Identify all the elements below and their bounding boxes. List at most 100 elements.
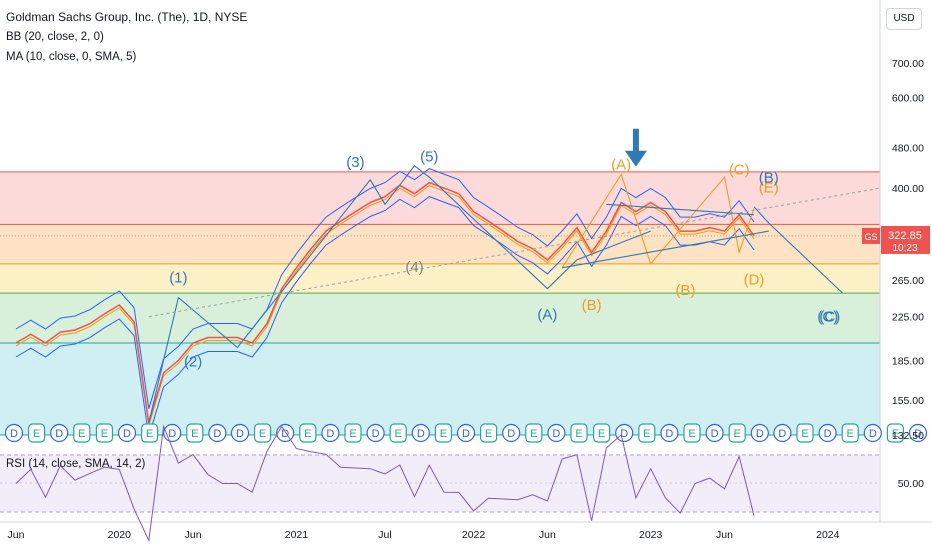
svg-text:E: E xyxy=(440,428,447,440)
marker-D-27[interactable]: D xyxy=(615,423,634,443)
marker-E-11[interactable]: E xyxy=(254,423,272,443)
marker-D-12[interactable]: D xyxy=(276,423,295,443)
symbol-tag-label: GS xyxy=(864,232,877,242)
svg-text:E: E xyxy=(259,428,266,440)
currency-button[interactable]: USD xyxy=(886,8,922,30)
marker-E-35[interactable]: E xyxy=(796,423,814,443)
svg-text:E: E xyxy=(101,428,108,440)
marker-D-2[interactable]: D xyxy=(50,423,69,443)
elliott-wave-lines xyxy=(148,128,881,423)
marker-D-14[interactable]: D xyxy=(321,423,340,443)
marker-D-9[interactable]: D xyxy=(208,423,227,443)
marker-D-22[interactable]: D xyxy=(502,423,521,443)
marker-E-19[interactable]: E xyxy=(434,423,452,443)
marker-E-37[interactable]: E xyxy=(841,423,859,443)
svg-text:D: D xyxy=(665,428,673,440)
y-tick-label-4: 265.00 xyxy=(892,275,924,287)
x-tick-label-7: 2023 xyxy=(639,529,663,541)
svg-text:E: E xyxy=(349,428,356,440)
marker-D-34[interactable]: D xyxy=(773,423,792,443)
svg-text:E: E xyxy=(575,428,582,440)
marker-E-8[interactable]: E xyxy=(186,423,204,443)
marker-D-29[interactable]: D xyxy=(660,423,679,443)
marker-D-31[interactable]: D xyxy=(705,423,724,443)
svg-text:D: D xyxy=(168,428,176,440)
orange-wave xyxy=(561,173,755,269)
bar-countdown-label: 10:23 xyxy=(892,243,917,254)
zone-3 xyxy=(0,293,880,343)
rsi-indicator-legend[interactable]: RSI (14, close, SMA, 14, 2) xyxy=(6,458,146,470)
y-tick-label-5: 225.00 xyxy=(892,312,924,324)
svg-text:E: E xyxy=(688,428,695,440)
svg-text:E: E xyxy=(78,428,85,440)
down-arrow-icon xyxy=(624,128,647,167)
rsi-pane[interactable] xyxy=(0,424,880,543)
x-tick-label-1: 2020 xyxy=(108,529,132,541)
svg-text:D: D xyxy=(711,428,719,440)
marker-E-15[interactable]: E xyxy=(344,423,362,443)
marker-D-5[interactable]: D xyxy=(117,423,137,443)
wave-label-11: (D) xyxy=(744,271,765,288)
wave-label-10: (C) xyxy=(729,162,750,179)
marker-E-4[interactable]: E xyxy=(95,423,114,443)
y-tick-label-3: 400.00 xyxy=(892,183,924,195)
svg-text:E: E xyxy=(146,428,153,440)
marker-D-18[interactable]: D xyxy=(411,423,430,443)
y-tick-label-7: 155.00 xyxy=(892,395,924,407)
x-tick-label-3: 2021 xyxy=(285,529,309,541)
marker-D-0[interactable]: D xyxy=(4,423,24,443)
marker-D-36[interactable]: D xyxy=(818,423,837,443)
marker-D-10[interactable]: D xyxy=(230,423,250,443)
marker-D-24[interactable]: D xyxy=(547,423,566,443)
marker-D-33[interactable]: D xyxy=(750,423,769,443)
svg-text:D: D xyxy=(10,428,18,440)
marker-E-26[interactable]: E xyxy=(592,423,611,443)
marker-E-23[interactable]: E xyxy=(525,423,543,443)
triangle-lower xyxy=(562,230,769,269)
marker-E-1[interactable]: E xyxy=(28,423,46,443)
y-tick-label-9: 50.00 xyxy=(898,478,924,490)
corrective-wave xyxy=(428,176,651,290)
svg-text:D: D xyxy=(55,428,63,440)
bb-indicator-legend[interactable]: BB (20, close, 2, 0) xyxy=(6,31,104,43)
svg-text:D: D xyxy=(869,428,877,440)
svg-text:D: D xyxy=(326,428,334,440)
price-axis[interactable]: 700.00 600.00 480.00 400.00 265.00 225.00 185.… xyxy=(892,58,924,490)
svg-text:E: E xyxy=(734,428,741,440)
svg-text:E: E xyxy=(395,428,402,440)
wave-label-7: (C) xyxy=(817,309,838,326)
marker-E-32[interactable]: E xyxy=(728,423,746,443)
bb-upper-line xyxy=(15,168,755,409)
marker-E-21[interactable]: E xyxy=(480,423,498,443)
svg-text:D: D xyxy=(507,428,515,440)
wave-label-5: (A) xyxy=(537,307,557,324)
x-tick-label-5: 2022 xyxy=(462,529,486,541)
marker-D-16[interactable]: D xyxy=(366,423,385,443)
marker-D-38[interactable]: D xyxy=(863,423,882,443)
y-tick-label-0: 700.00 xyxy=(892,58,924,70)
x-tick-label-0: Jun xyxy=(8,529,25,541)
marker-E-28[interactable]: E xyxy=(638,423,656,443)
rsi-line xyxy=(15,424,755,543)
wave-label-2: (3) xyxy=(346,154,364,171)
marker-E-30[interactable]: E xyxy=(683,423,701,443)
svg-text:D: D xyxy=(417,428,425,440)
marker-E-25[interactable]: E xyxy=(570,423,588,443)
svg-text:E: E xyxy=(304,428,311,440)
ma-indicator-legend[interactable]: MA (10, close, 0, SMA, 5) xyxy=(6,51,137,63)
wave-label-9: (B) xyxy=(675,282,695,299)
wave-label-8: (A) xyxy=(611,156,631,173)
marker-E-17[interactable]: E xyxy=(389,423,407,443)
marker-D-40[interactable]: D xyxy=(908,423,928,443)
marker-D-20[interactable]: D xyxy=(456,423,476,443)
time-axis[interactable]: Jun 2020 Jun 2021 Jul 2022 Jun 2023 Jun 2024 xyxy=(8,529,840,541)
marker-E-39[interactable]: E xyxy=(886,423,905,443)
marker-E-13[interactable]: E xyxy=(299,423,317,443)
svg-text:D: D xyxy=(123,428,131,440)
projected-wave xyxy=(753,206,843,294)
marker-E-6[interactable]: E xyxy=(141,423,159,443)
marker-E-3[interactable]: E xyxy=(73,423,91,443)
wave-label-1: (2) xyxy=(184,354,202,371)
